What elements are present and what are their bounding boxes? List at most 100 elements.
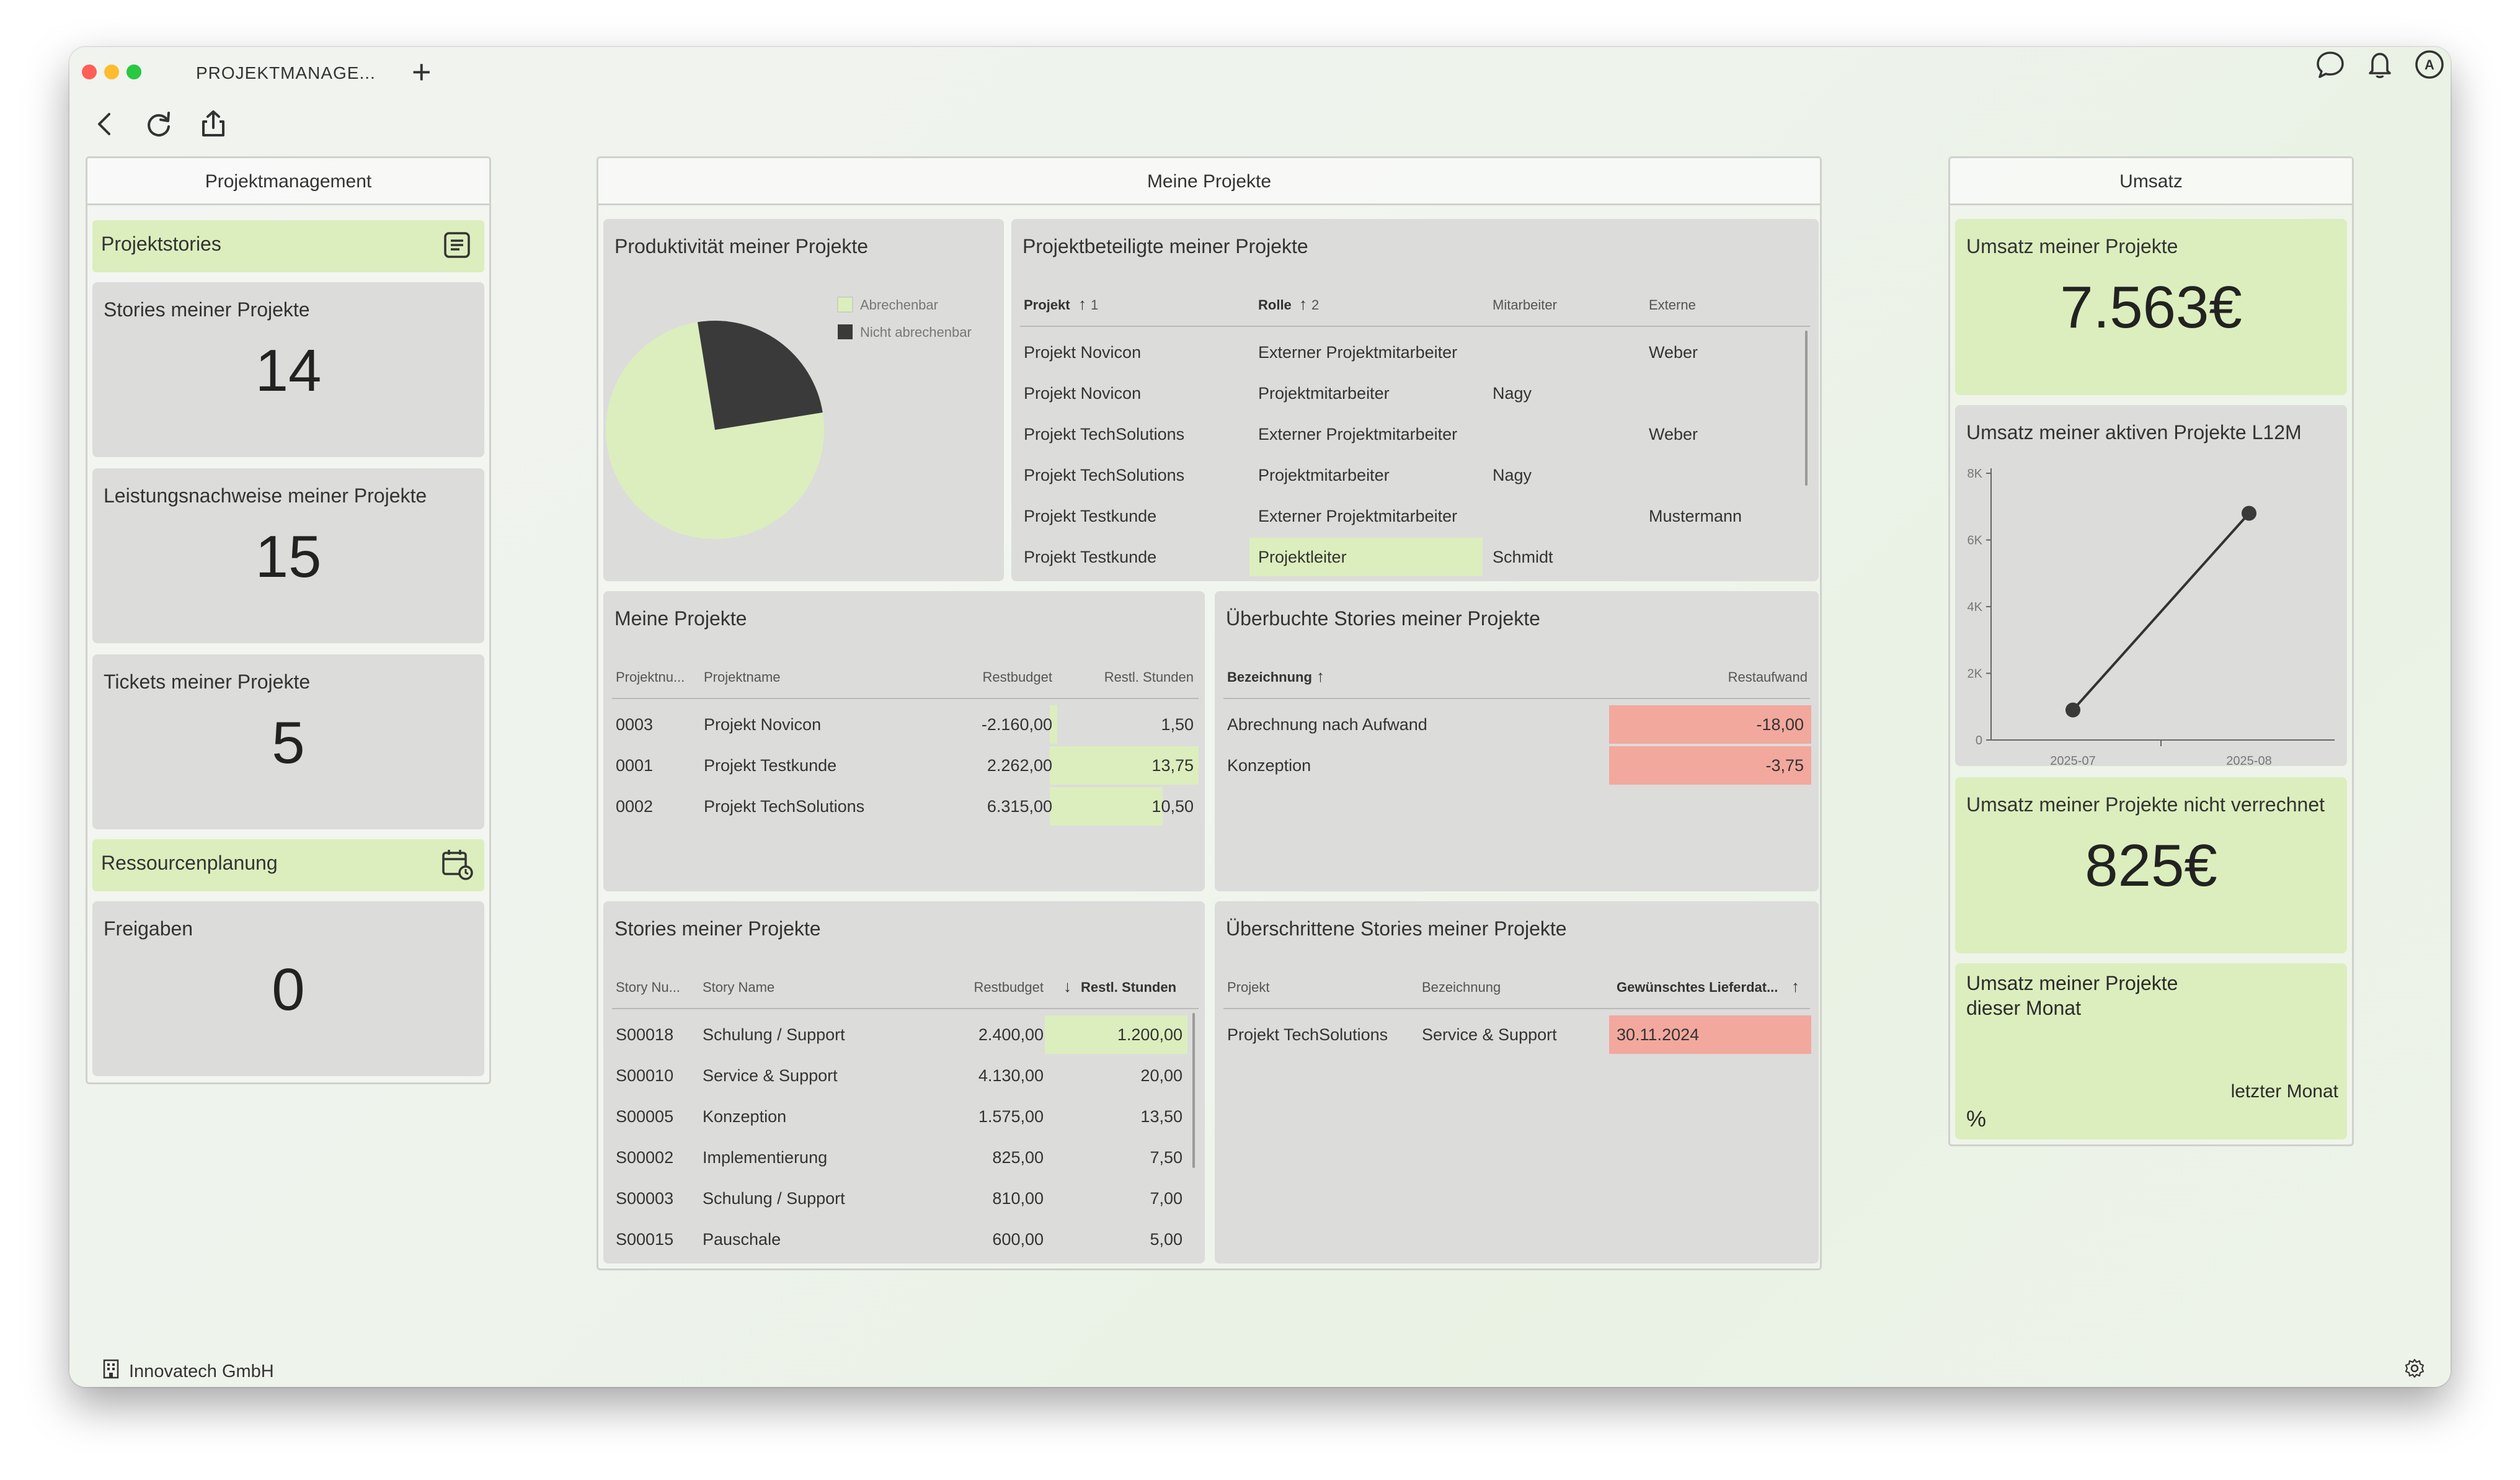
card-label: Leistungsnachweise meiner Projekte	[104, 484, 427, 507]
cell-restl-stunden: 1,50	[1161, 715, 1194, 734]
sort-desc-icon[interactable]: ↓	[1063, 977, 1071, 996]
card-label: Stories meiner Projekte	[104, 298, 310, 321]
table-row[interactable]: Projekt Novicon Projektmitarbeiter Nagy	[1011, 374, 1811, 415]
col-header-story-nummer[interactable]: Story Nu...	[616, 979, 680, 995]
scrollbar[interactable]	[1192, 1013, 1195, 1168]
monat-vergleich-card[interactable]: Umsatz meiner Projekte dieser Monat letz…	[1955, 963, 2347, 1139]
cell-rolle: Projektmitarbeiter	[1258, 466, 1390, 484]
reload-icon[interactable]	[141, 107, 176, 141]
table-row[interactable]: S00003 Schulung / Support 810,00 7,00	[603, 1179, 1186, 1220]
back-icon[interactable]	[88, 107, 123, 141]
table-row[interactable]: Projekt Novicon Externer Projektmitarbeit…	[1011, 333, 1811, 374]
card-value: 7.563€	[2060, 274, 2242, 341]
cell-externe: Weber	[1649, 343, 1698, 362]
col-header-restl-stunden[interactable]: Restl. Stunden	[1104, 669, 1194, 685]
table-row[interactable]: Konzeption -3,75	[1215, 746, 1811, 787]
table-row[interactable]: S00010 Service & Support 4.130,00 20,00	[603, 1056, 1186, 1097]
cell-rolle: Externer Projektmitarbeiter	[1258, 425, 1458, 444]
sort-asc-icon[interactable]: ↑	[1791, 977, 1799, 996]
col-header-projekt[interactable]: Projekt	[1024, 297, 1070, 313]
col-header-bezeichnung[interactable]: Bezeichnung	[1422, 979, 1501, 995]
table-row[interactable]: S00005 Konzeption 1.575,00 13,50	[603, 1097, 1186, 1138]
pie-slice-nicht-abrechenbar[interactable]	[697, 321, 823, 430]
cell-projektname: Projekt Novicon	[704, 715, 822, 734]
col-header-lieferdatum[interactable]: Gewünschtes Lieferdat...	[1617, 979, 1778, 995]
list-icon[interactable]	[438, 226, 476, 264]
col-header-externe[interactable]: Externe	[1649, 297, 1696, 313]
umsatz-card[interactable]: Umsatz meiner Projekte 7.563€	[1955, 219, 2347, 395]
col-header-story-name[interactable]: Story Name	[703, 979, 775, 995]
table-row[interactable]: S00002 Implementierung 825,00 7,50	[603, 1138, 1186, 1179]
table-row[interactable]: Abrechnung nach Aufwand -18,00	[1215, 705, 1811, 746]
col-header-restbudget[interactable]: Restbudget	[974, 979, 1044, 995]
table-row[interactable]: 0001 Projekt Testkunde 2.262,00 13,75	[603, 746, 1199, 787]
tab-title[interactable]: PROJEKTMANAGE...	[196, 63, 376, 82]
header-divider	[612, 1008, 1199, 1009]
cell-story-name: Schulung / Support	[703, 1189, 845, 1208]
data-point	[2242, 506, 2256, 521]
table-row[interactable]: Projekt Testkunde Projektleiter Schmidt	[1011, 538, 1811, 579]
cell-bezeichnung: Service & Support	[1422, 1025, 1557, 1044]
col-header-restbudget[interactable]: Restbudget	[982, 669, 1052, 685]
close-window-button[interactable]	[82, 65, 97, 79]
umsatz-panel: Umsatz Umsatz meiner Projekte 7.563€ Ums…	[1948, 156, 2354, 1146]
freigaben-card[interactable]: Freigaben 0	[92, 901, 484, 1076]
svg-text:A: A	[2425, 57, 2434, 73]
leistungsnachweise-card[interactable]: Leistungsnachweise meiner Projekte 15	[92, 468, 484, 643]
sort-asc-icon[interactable]: ↑	[1316, 667, 1324, 685]
new-tab-button[interactable]: +	[412, 53, 432, 91]
pie-slice-abrechenbar[interactable]	[606, 322, 824, 539]
overbooked-cell	[1609, 746, 1811, 785]
produktivitaet-card: Produktivität meiner Projekte Abrechenba…	[603, 219, 1004, 581]
gear-icon[interactable]	[2403, 1357, 2426, 1380]
cell-restl-stunden: 13,75	[1151, 756, 1194, 775]
table-row[interactable]: Projekt TechSolutions Service & Support 30…	[1215, 1015, 1811, 1056]
cell-restbudget: 4.130,00	[978, 1066, 1044, 1085]
col-header-bezeichnung[interactable]: Bezeichnung	[1227, 669, 1312, 685]
ressourcenplanung-section[interactable]: Ressourcenplanung	[92, 839, 484, 891]
table-row[interactable]: S00015 Pauschale 600,00 5,00	[603, 1220, 1186, 1261]
nicht-verrechnet-card[interactable]: Umsatz meiner Projekte nicht verrechnet …	[1955, 777, 2347, 953]
cell-projekt: Projekt TechSolutions	[1024, 466, 1185, 484]
cell-restl-stunden: 5,00	[1150, 1230, 1182, 1249]
col-header-mitarbeiter[interactable]: Mitarbeiter	[1493, 297, 1557, 313]
chat-icon[interactable]	[2313, 47, 2348, 82]
share-icon[interactable]	[196, 107, 231, 141]
cell-externe: Weber	[1649, 425, 1698, 444]
sort-order: 2	[1311, 297, 1320, 313]
col-header-restaufwand[interactable]: Restaufwand	[1728, 669, 1808, 685]
stories-card[interactable]: Stories meiner Projekte 14	[92, 282, 484, 457]
company-name[interactable]: Innovatech GmbH	[129, 1362, 274, 1381]
ueberbuchte-stories-card: Überbuchte Stories meiner Projekte Bezei…	[1215, 591, 1819, 891]
projektstories-section[interactable]: Projektstories	[92, 220, 484, 272]
col-header-restl-stunden[interactable]: Restl. Stunden	[1081, 979, 1177, 995]
table-row[interactable]: 0002 Projekt TechSolutions 6.315,00 10,50	[603, 787, 1199, 828]
bell-icon[interactable]	[2362, 47, 2397, 82]
col-header-projekt[interactable]: Projekt	[1227, 979, 1270, 995]
minimize-window-button[interactable]	[104, 65, 119, 79]
pie-chart: Abrechenbar Nicht abrechenbar	[606, 296, 972, 539]
tickets-card[interactable]: Tickets meiner Projekte 5	[92, 654, 484, 829]
table-row[interactable]: Projekt TechSolutions Externer Projektmit…	[1011, 415, 1811, 456]
calendar-clock-icon[interactable]	[438, 845, 476, 883]
col-header-projektname[interactable]: Projektname	[704, 669, 781, 685]
table-row[interactable]: 0003 Projekt Novicon -2.160,00 1,50	[603, 705, 1199, 746]
cell-projektnummer: 0001	[616, 756, 654, 775]
panel-title: Umsatz	[1950, 158, 2352, 205]
cell-story-nummer: S00003	[616, 1189, 674, 1208]
table-row[interactable]: Projekt Testkunde Externer Projektmitarbe…	[1011, 497, 1811, 538]
cell-mitarbeiter: Nagy	[1493, 466, 1532, 484]
sort-asc-icon[interactable]: ↑	[1299, 295, 1307, 313]
last-month-label: letzter Monat	[2230, 1081, 2338, 1102]
col-header-rolle[interactable]: Rolle	[1258, 297, 1292, 313]
sort-asc-icon[interactable]: ↑	[1078, 295, 1086, 313]
card-label: Umsatz meiner aktiven Projekte L12M	[1966, 421, 2302, 444]
col-header-projektnummer[interactable]: Projektnu...	[616, 669, 685, 685]
table-row[interactable]: S00018 Schulung / Support 2.400,00 1.200,00	[603, 1015, 1187, 1056]
cell-projektname: Projekt Testkunde	[704, 756, 837, 775]
cell-restl-stunden: 20,00	[1140, 1066, 1182, 1085]
maximize-window-button[interactable]	[126, 65, 141, 79]
avatar-icon[interactable]: A	[2412, 47, 2447, 82]
table-row[interactable]: Projekt TechSolutions Projektmitarbeiter N…	[1011, 456, 1811, 497]
scrollbar[interactable]	[1805, 331, 1808, 486]
